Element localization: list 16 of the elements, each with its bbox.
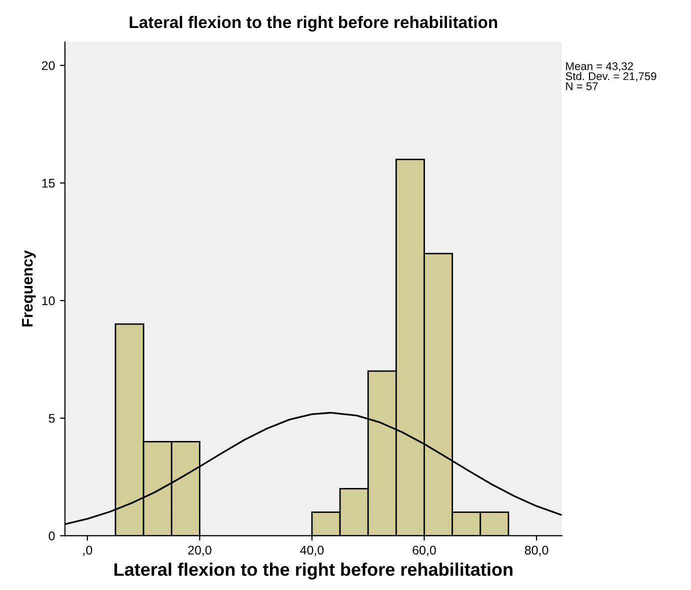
x-tick-label: 80,0 bbox=[524, 546, 548, 556]
y-tick-label: 5 bbox=[48, 414, 55, 423]
x-axis-title: Lateral flexion to the right before rehabilitation bbox=[114, 562, 512, 580]
x-tick-label: 40,0 bbox=[300, 546, 324, 556]
y-axis-title: Frequency bbox=[22, 250, 36, 326]
x-tick-label: 60,0 bbox=[412, 546, 436, 556]
text: N = 57 bbox=[566, 82, 598, 90]
y-tick-label: 10 bbox=[42, 296, 55, 306]
y-tick-label: 0 bbox=[48, 532, 55, 540]
y-tick-label: 20 bbox=[42, 61, 55, 70]
chart-title: Lateral flexion to the right before rehabilitation bbox=[130, 16, 498, 32]
x-tick-label: ,0 bbox=[83, 546, 92, 556]
y-tick-label: 15 bbox=[42, 178, 55, 188]
x-tick-label: 20,0 bbox=[188, 546, 212, 556]
text: Std. Dev. = 21,759 bbox=[566, 72, 656, 82]
text: Mean = 43,32 bbox=[566, 62, 633, 72]
